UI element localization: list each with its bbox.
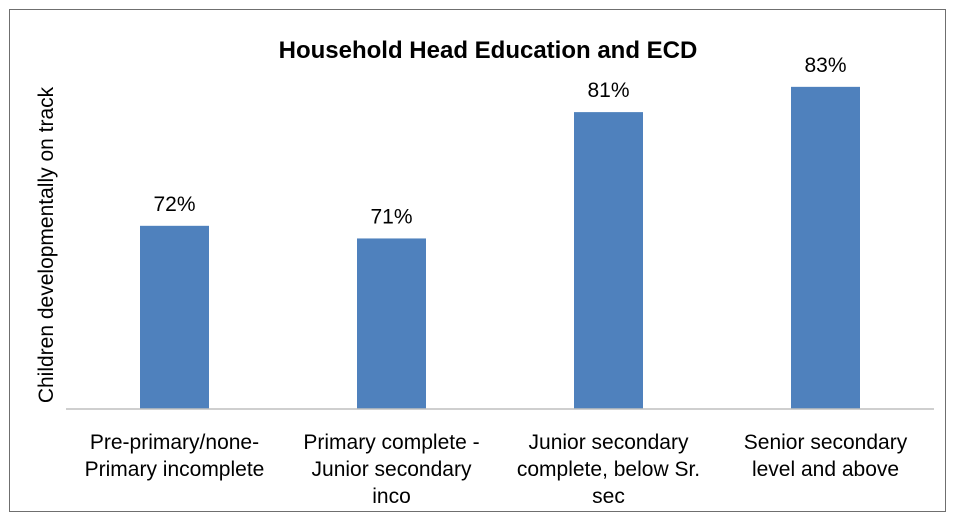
value-label-1: 72%	[153, 193, 195, 216]
bar-chart: Household Head Education and ECD Childre…	[35, 37, 934, 508]
chart-title: Household Head Education and ECD	[279, 37, 698, 64]
bars-layer	[140, 86, 860, 409]
category-label-1: Pre-primary/none-Primary incomplete	[85, 431, 265, 481]
y-axis-label: Children developmentally on track	[35, 86, 58, 403]
chart-frame: Household Head Education and ECD Childre…	[9, 9, 946, 512]
labels-layer: 72% Pre-primary/none-Primary incomplete 71…	[85, 54, 908, 508]
value-label-4: 83%	[804, 54, 846, 77]
bar-1	[140, 225, 209, 409]
bar-2	[357, 238, 426, 409]
bar-3	[574, 112, 643, 409]
category-label-2: Primary complete -Junior secondary inco	[303, 431, 479, 508]
value-label-2: 71%	[370, 205, 412, 228]
bar-4	[791, 86, 860, 409]
value-label-3: 81%	[587, 79, 629, 102]
category-label-3: Junior secondary complete, below Sr. sec	[517, 431, 700, 508]
category-label-4: Senior secondary level and above	[744, 431, 908, 481]
